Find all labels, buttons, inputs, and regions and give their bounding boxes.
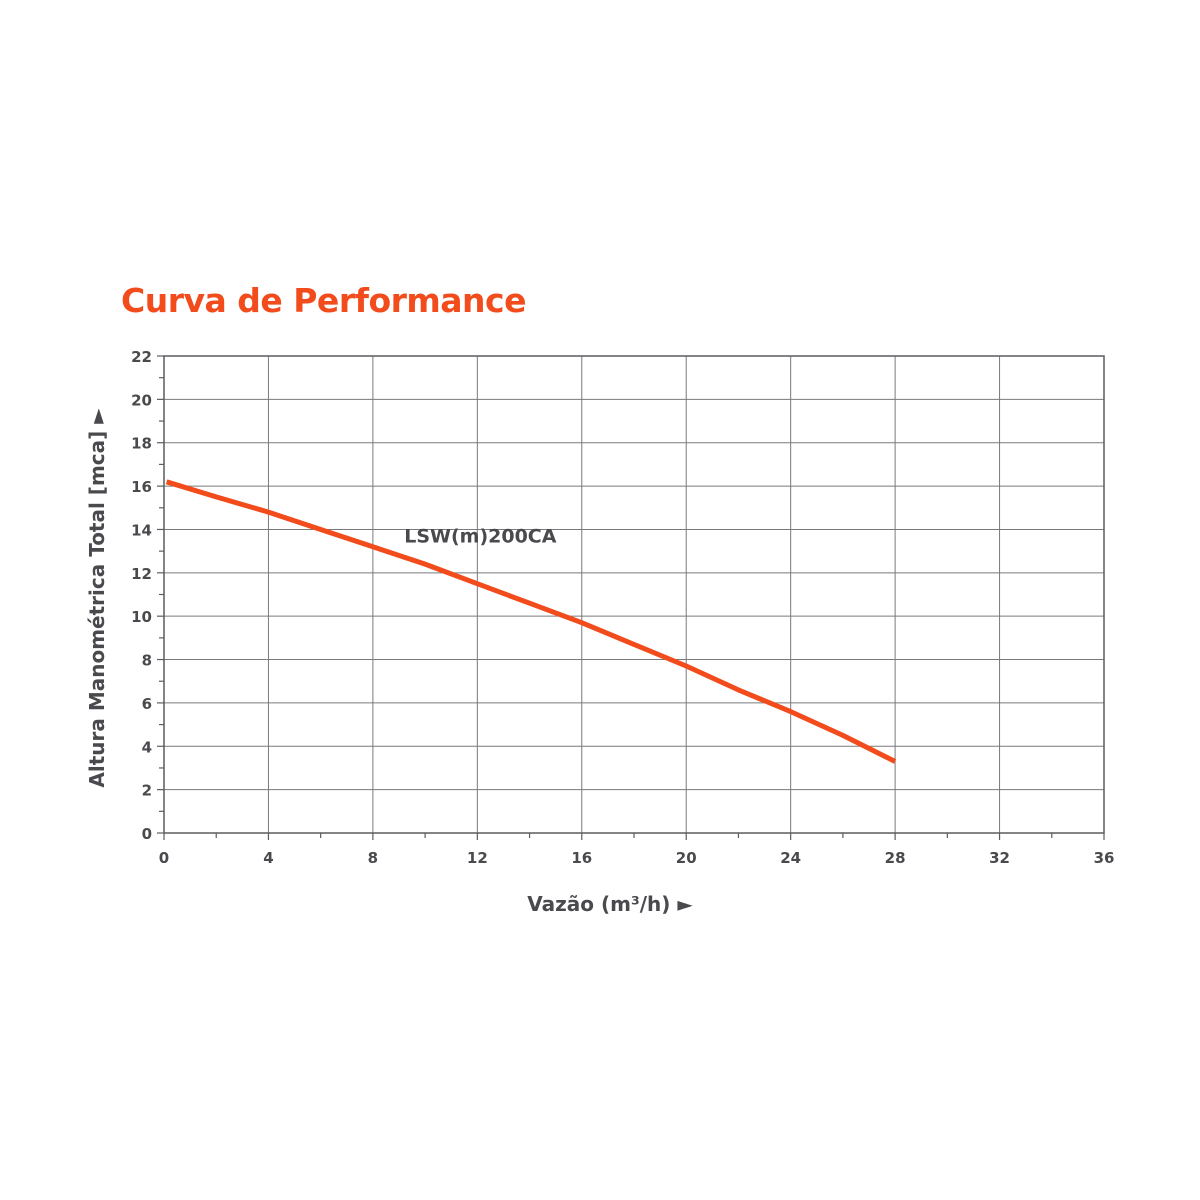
y-tick-label: 22 bbox=[131, 348, 152, 366]
y-tick-label: 16 bbox=[131, 478, 152, 496]
x-tick-label: 28 bbox=[885, 849, 906, 867]
y-tick-label: 10 bbox=[131, 608, 152, 626]
y-tick-label: 14 bbox=[131, 521, 152, 539]
y-tick-labels: 0 2 4 6 8 10 12 14 16 18 20 22 bbox=[131, 348, 152, 843]
y-tick-label: 6 bbox=[142, 695, 152, 713]
x-tick-label: 36 bbox=[1094, 849, 1115, 867]
x-tick-label: 24 bbox=[780, 849, 801, 867]
x-tick-label: 12 bbox=[467, 849, 488, 867]
x-tick-label: 4 bbox=[263, 849, 273, 867]
x-tick-label: 0 bbox=[159, 849, 169, 867]
y-tick-label: 20 bbox=[131, 391, 152, 409]
x-tick-label: 8 bbox=[368, 849, 378, 867]
y-axis-label: Altura Manométrica Total [mca] ► bbox=[85, 408, 109, 788]
minor-ticks bbox=[157, 355, 1105, 840]
y-tick-label: 0 bbox=[142, 825, 152, 843]
x-tick-label: 32 bbox=[989, 849, 1010, 867]
plot-frame bbox=[163, 355, 1105, 834]
x-axis-label: Vazão (m³/h) ► bbox=[527, 892, 693, 916]
x-tick-label: 20 bbox=[676, 849, 697, 867]
y-tick-label: 4 bbox=[142, 738, 152, 756]
series-label: LSW(m)200CA bbox=[404, 525, 557, 547]
series-line bbox=[165, 479, 897, 764]
y-tick-label: 18 bbox=[131, 435, 152, 453]
chart-title: Curva de Performance bbox=[121, 281, 526, 320]
y-tick-label: 12 bbox=[131, 565, 152, 583]
grid bbox=[164, 356, 1104, 833]
x-tick-label: 16 bbox=[571, 849, 592, 867]
x-tick-labels: 0 4 8 12 16 20 24 28 32 36 bbox=[159, 849, 1115, 867]
y-tick-label: 8 bbox=[142, 652, 152, 670]
series: LSW(m)200CA bbox=[165, 479, 897, 764]
y-tick-label: 2 bbox=[142, 782, 152, 800]
